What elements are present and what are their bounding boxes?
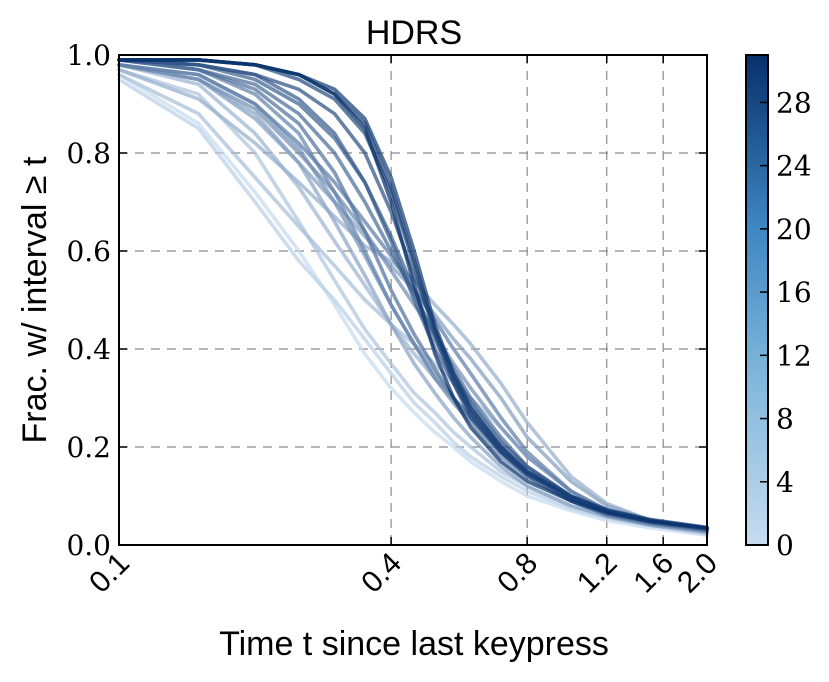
colorbar-tick-label: 4 [776,466,794,499]
y-tick-label: 0.6 [66,235,111,268]
series-line [117,67,709,533]
series-line [117,63,709,533]
y-tick-label: 1.0 [66,39,111,72]
colorbar-tick-label: 12 [776,339,812,372]
series-line [117,58,709,531]
x-tick-label: 0.4 [355,547,408,600]
colorbar-tick-label: 8 [776,403,794,436]
x-tick-label: 0.8 [491,547,544,600]
colorbar-tick-label: 24 [776,150,812,183]
x-tick-label: 1.2 [571,547,624,600]
series-line [117,58,709,531]
y-tick-label: 0.4 [66,333,111,366]
y-ticks: 0.0 0.2 0.4 0.6 0.8 1.0 [66,39,707,562]
y-tick-label: 0.8 [66,137,111,170]
colorbar-ticks: 0 4 8 12 16 20 24 28 [760,86,812,562]
series-line [117,77,709,536]
x-tick-label: 2.0 [671,547,724,600]
y-axis-label: Frac. w/ interval ≥ t [16,156,54,443]
plot-frame [118,54,708,546]
series-line [117,72,709,537]
colorbar-tick-label: 16 [776,276,812,309]
x-tick-label: 1.6 [627,547,680,600]
colorbar-tick-label: 0 [776,529,794,562]
colorbar-frame [745,54,769,546]
y-tick-label: 0.2 [66,431,111,464]
colorbar [746,55,768,545]
x-axis-label: Time t since last keypress [219,625,609,663]
chart-title: HDRS [366,14,462,52]
y-tick-label: 0.0 [66,529,111,562]
colorbar-tick-label: 28 [776,86,812,119]
series-group [117,58,709,537]
colorbar-tick-label: 20 [776,213,812,246]
